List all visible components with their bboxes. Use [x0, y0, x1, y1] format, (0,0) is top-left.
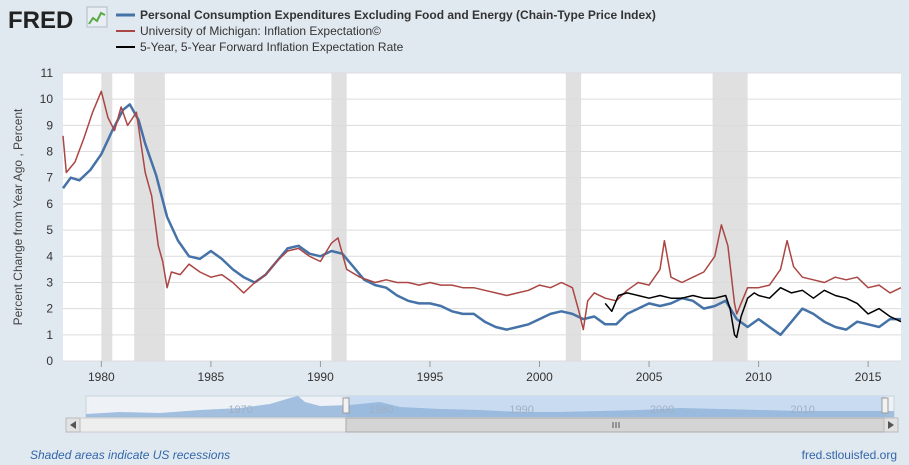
navigator-year-label: 1980 — [369, 404, 393, 416]
y-tick-label: 9 — [46, 118, 53, 132]
x-tick-label: 1985 — [198, 370, 225, 384]
navigator-labels: 1970 1980 1990 2000 2010 — [228, 404, 815, 416]
scrollbar-grip-icon — [612, 422, 620, 428]
source-link[interactable]: fred.stlouisfed.org — [801, 448, 897, 462]
y-tick-label: 4 — [46, 249, 53, 263]
y-tick-label: 11 — [41, 66, 54, 80]
chart-logo-icon — [86, 6, 108, 28]
x-axis-ticks: 1980 1985 1990 1995 2000 2005 2010 2015 — [88, 361, 882, 384]
legend-item-5y5y[interactable]: 5-Year, 5-Year Forward Inflation Expecta… — [116, 40, 404, 54]
y-tick-label: 1 — [46, 328, 53, 342]
scroll-left-arrow-icon — [70, 421, 76, 429]
y-tick-label: 3 — [46, 275, 53, 289]
navigator[interactable]: 1970 1980 1990 2000 2010 — [85, 395, 895, 418]
y-tick-label: 10 — [40, 92, 54, 106]
navigator-year-label: 2010 — [790, 404, 814, 416]
header: FRED — [8, 6, 108, 34]
legend-label-umich: University of Michigan: Inflation Expect… — [140, 24, 381, 38]
y-tick-label: 6 — [46, 197, 53, 211]
navigator-series-area — [86, 396, 894, 417]
recession-band-1 — [134, 73, 165, 361]
recession-band-3 — [565, 73, 582, 361]
x-tick-label: 2000 — [526, 370, 553, 384]
x-tick-label: 1995 — [417, 370, 444, 384]
x-tick-label: 2010 — [745, 370, 772, 384]
x-tick-label: 2015 — [855, 370, 882, 384]
legend-label-5y5y: 5-Year, 5-Year Forward Inflation Expecta… — [140, 40, 404, 54]
y-tick-label: 7 — [46, 171, 53, 185]
recession-shading — [101, 73, 748, 361]
y-tick-label: 5 — [46, 223, 53, 237]
five-year-forward-line — [604, 286, 902, 339]
legend-item-umich[interactable]: University of Michigan: Inflation Expect… — [116, 24, 381, 38]
y-tick-label: 8 — [46, 145, 53, 159]
y-tick-label: 0 — [46, 354, 53, 368]
y-tick-label: 2 — [46, 302, 53, 316]
scrollbar[interactable] — [65, 417, 899, 433]
scroll-right-arrow-icon — [888, 421, 894, 429]
umich-inflation-line — [62, 90, 902, 331]
navigator-year-label: 1970 — [228, 404, 252, 416]
pce-line — [61, 103, 901, 337]
navigator-year-label: 2000 — [650, 404, 674, 416]
fred-logo-text[interactable]: FRED — [8, 7, 73, 34]
recession-note: Shaded areas indicate US recessions — [30, 448, 231, 462]
navigator-year-label: 1990 — [509, 404, 533, 416]
navigator-left-handle[interactable] — [342, 397, 350, 414]
plot-area — [63, 73, 901, 361]
x-tick-label: 1980 — [88, 370, 115, 384]
y-axis-ticks: 0 1 2 3 4 5 6 7 8 9 10 11 — [40, 66, 54, 368]
gridlines — [63, 72, 901, 362]
navigator-right-handle[interactable] — [881, 397, 889, 414]
legend-label-pce: Personal Consumption Expenditures Exclud… — [140, 8, 656, 22]
series-lines — [61, 90, 902, 339]
x-tick-label: 2005 — [636, 370, 663, 384]
legend: Personal Consumption Expenditures Exclud… — [116, 8, 656, 54]
recession-band-0 — [101, 73, 113, 361]
y-axis-label: Percent Change from Year Ago , Percent — [11, 108, 25, 325]
recession-band-2 — [331, 73, 347, 361]
x-tick-label: 1990 — [307, 370, 334, 384]
legend-item-pce[interactable]: Personal Consumption Expenditures Exclud… — [116, 8, 656, 22]
recession-band-4 — [712, 73, 748, 361]
